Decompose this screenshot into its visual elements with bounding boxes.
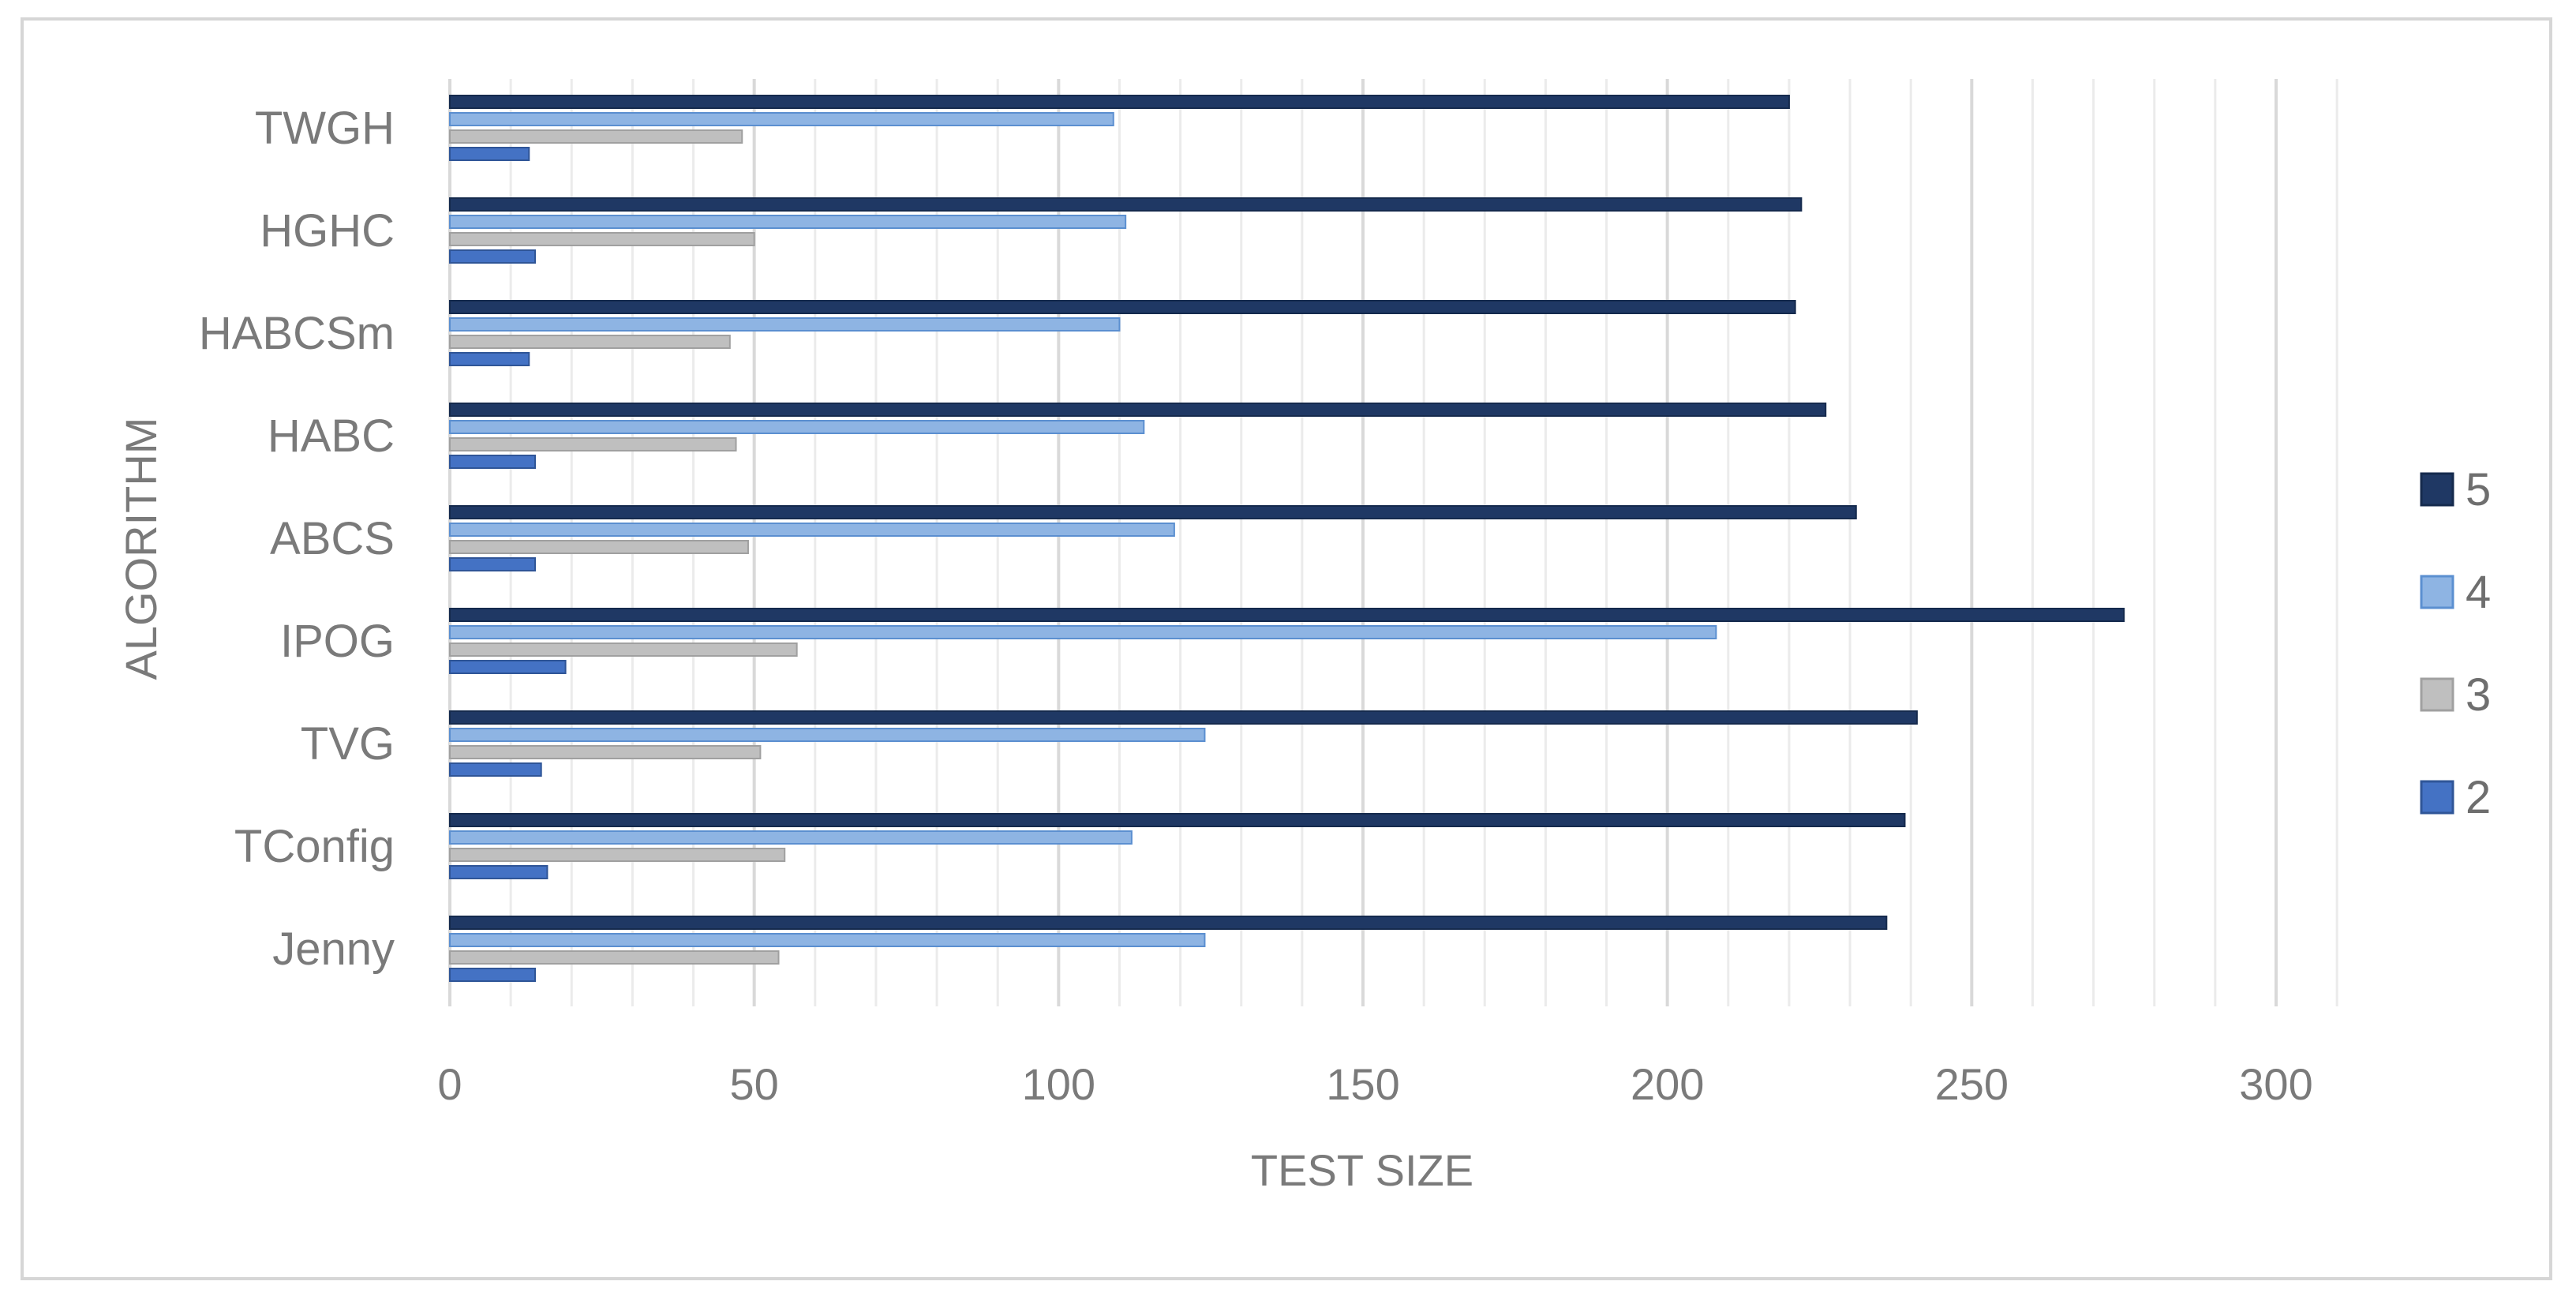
x-tick-label: 150 bbox=[1326, 1059, 1399, 1109]
bar-habc-series-3 bbox=[449, 437, 737, 451]
bar-abcs-series-3 bbox=[449, 540, 749, 554]
legend-swatch-series-4 bbox=[2420, 575, 2454, 609]
legend-swatch-series-5 bbox=[2420, 472, 2454, 507]
bar-tconfig-series-3 bbox=[449, 848, 786, 862]
category-label: TVG bbox=[301, 718, 395, 770]
y-axis-title: ALGORITHM bbox=[116, 418, 166, 680]
bar-ipog-series-2 bbox=[449, 660, 567, 674]
category-label: IPOG bbox=[280, 616, 395, 667]
bar-twgh-series-2 bbox=[449, 147, 530, 161]
x-tick-label: 300 bbox=[2239, 1059, 2312, 1109]
bar-jenny-series-2 bbox=[449, 968, 536, 982]
bar-jenny-series-3 bbox=[449, 950, 780, 965]
bar-habcsm-series-2 bbox=[449, 352, 530, 366]
bar-abcs-series-5 bbox=[449, 505, 1857, 519]
bar-hghc-series-5 bbox=[449, 197, 1803, 212]
x-tick-label: 200 bbox=[1631, 1059, 1704, 1109]
legend-label-series-4: 4 bbox=[2466, 567, 2491, 618]
bar-ipog-series-5 bbox=[449, 608, 2125, 622]
bar-tvg-series-3 bbox=[449, 745, 762, 759]
x-tick-label: 100 bbox=[1022, 1059, 1095, 1109]
bar-habc-series-2 bbox=[449, 455, 536, 469]
category-label: HABC bbox=[268, 410, 395, 462]
bar-twgh-series-3 bbox=[449, 129, 743, 144]
legend: 5 4 3 2 bbox=[2420, 464, 2491, 823]
category-label: TWGH bbox=[255, 103, 395, 154]
legend-label-series-3: 3 bbox=[2466, 669, 2491, 721]
category-label: Jenny bbox=[272, 923, 395, 975]
bar-ipog-series-4 bbox=[449, 625, 1717, 639]
bar-tconfig-series-2 bbox=[449, 865, 549, 879]
category-label: TConfig bbox=[234, 821, 395, 872]
x-tick-label: 0 bbox=[437, 1059, 462, 1109]
legend-label-series-2: 2 bbox=[2466, 772, 2491, 823]
bar-twgh-series-5 bbox=[449, 95, 1790, 109]
bar-tconfig-series-4 bbox=[449, 830, 1133, 845]
x-tick-label: 50 bbox=[730, 1059, 779, 1109]
bar-abcs-series-2 bbox=[449, 557, 536, 571]
bar-jenny-series-4 bbox=[449, 933, 1206, 947]
bar-habcsm-series-3 bbox=[449, 335, 731, 349]
x-axis-title: TEST SIZE bbox=[1251, 1145, 1473, 1195]
legend-swatch-series-2 bbox=[2420, 780, 2454, 815]
bar-tvg-series-5 bbox=[449, 710, 1918, 725]
chart-frame bbox=[21, 17, 2552, 1280]
bar-twgh-series-4 bbox=[449, 112, 1114, 126]
bar-tvg-series-4 bbox=[449, 728, 1206, 742]
bars bbox=[449, 95, 2125, 982]
bar-habcsm-series-5 bbox=[449, 300, 1796, 314]
category-label: HGHC bbox=[260, 205, 395, 257]
bar-hghc-series-2 bbox=[449, 249, 536, 264]
bar-hghc-series-4 bbox=[449, 215, 1127, 229]
bar-hghc-series-3 bbox=[449, 232, 755, 246]
legend-label-series-5: 5 bbox=[2466, 464, 2491, 515]
bar-habcsm-series-4 bbox=[449, 317, 1121, 332]
bar-habc-series-4 bbox=[449, 420, 1145, 434]
legend-swatch-series-3 bbox=[2420, 677, 2454, 712]
bar-tconfig-series-5 bbox=[449, 813, 1906, 827]
x-tick-label: 250 bbox=[1935, 1059, 2009, 1109]
bar-habc-series-5 bbox=[449, 403, 1827, 417]
category-labels: TWGH HGHC HABCSm HABC ABCS IPOG TVG TConfig Jenn… bbox=[199, 103, 395, 975]
category-label: HABCSm bbox=[199, 308, 395, 359]
bar-tvg-series-2 bbox=[449, 762, 542, 777]
bar-abcs-series-4 bbox=[449, 523, 1175, 537]
category-label: ABCS bbox=[270, 513, 395, 564]
x-tick-labels: 0 50 100 150 200 250 300 bbox=[437, 1059, 2312, 1109]
bar-jenny-series-5 bbox=[449, 916, 1888, 930]
bar-ipog-series-3 bbox=[449, 643, 798, 657]
